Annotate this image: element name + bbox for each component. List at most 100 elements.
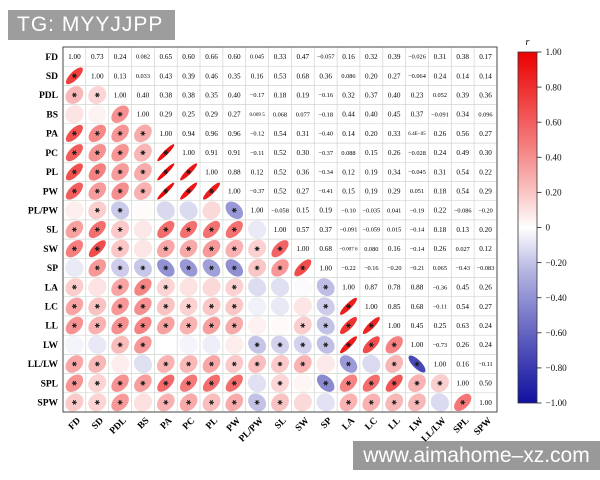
corr-value: 0.033	[136, 73, 150, 80]
significance-star	[208, 188, 215, 194]
corr-value: 0.88	[411, 284, 424, 292]
corr-ellipse-cell	[157, 220, 175, 239]
diagonal-value: 1.00	[342, 284, 355, 292]
significance-star	[186, 188, 192, 194]
significance-star	[117, 188, 123, 194]
corr-value: −0.059	[362, 227, 380, 234]
row-label: PL	[46, 168, 58, 178]
corr-value: −0.057	[317, 54, 335, 61]
corr-ellipse	[293, 374, 312, 393]
corr-ellipse-cell	[316, 354, 335, 374]
corr-ellipse-cell	[179, 374, 198, 392]
corr-ellipse	[316, 393, 335, 412]
corr-value: 0.60	[228, 53, 241, 61]
corr-ellipse-cell	[156, 278, 175, 297]
corr-ellipse-cell	[88, 335, 107, 354]
corr-value: 0.080	[364, 246, 378, 253]
corr-ellipse-cell	[156, 297, 175, 316]
significance-star	[254, 246, 260, 251]
corr-ellipse-cell	[293, 277, 312, 297]
corr-value: −0.22	[341, 265, 356, 272]
corr-ellipse-cell	[65, 335, 84, 354]
significance-star	[254, 342, 260, 348]
corr-value: 0.40	[388, 92, 401, 100]
corr-ellipse-cell	[179, 278, 198, 297]
corr-ellipse-cell	[65, 163, 83, 181]
significance-star	[345, 323, 352, 328]
significance-star	[94, 400, 100, 405]
corr-value: 0.53	[274, 72, 287, 80]
colorbar-tick-label: −0.40	[546, 293, 568, 303]
significance-star	[323, 304, 329, 309]
corr-value: −0.36	[433, 284, 448, 291]
corr-ellipse	[156, 335, 176, 354]
corr-value: 0.16	[251, 72, 264, 80]
significance-star	[186, 400, 192, 405]
corr-value: 0.54	[274, 130, 287, 138]
corr-value: 0.19	[297, 92, 310, 100]
col-label: SW	[294, 416, 312, 434]
corr-value: 0.43	[160, 72, 173, 80]
corr-ellipse-cell	[317, 374, 335, 392]
significance-star	[391, 400, 397, 405]
corr-ellipse	[65, 105, 84, 124]
corr-ellipse-cell	[156, 316, 175, 335]
corr-value: 0.26	[434, 130, 447, 138]
corr-value: −0.064	[408, 73, 427, 80]
corr-value: −0.37	[318, 150, 333, 157]
corr-ellipse-cell	[65, 124, 83, 142]
corr-ellipse-cell	[65, 86, 84, 104]
col-label: LW	[408, 416, 426, 434]
corr-ellipse-cell	[88, 143, 107, 162]
corr-ellipse-cell	[88, 297, 107, 316]
corr-ellipse-cell	[111, 182, 129, 200]
diagonal-value: 1.00	[388, 322, 401, 330]
significance-star	[94, 361, 100, 367]
corr-ellipse-cell	[247, 316, 267, 335]
colorbar-tick-label: 0.80	[546, 82, 562, 92]
corr-value: 0.65	[160, 53, 173, 61]
significance-star	[117, 304, 123, 309]
corr-ellipse-cell	[340, 336, 357, 354]
corr-ellipse-cell	[225, 201, 244, 220]
corr-ellipse-cell	[202, 297, 221, 316]
corr-value: 0.27	[479, 130, 492, 138]
corr-ellipse	[179, 278, 198, 297]
corr-value: −0.20	[387, 265, 402, 272]
col-label: PDL	[108, 416, 129, 437]
col-label: SP	[319, 416, 334, 431]
corr-value: 0.54	[456, 303, 469, 311]
corr-ellipse-cell	[408, 355, 426, 373]
significance-star	[186, 265, 192, 271]
significance-star	[186, 304, 192, 309]
corr-ellipse	[316, 354, 335, 374]
corr-value: 0.19	[319, 207, 332, 215]
corr-ellipse-cell	[179, 297, 198, 316]
significance-star	[414, 361, 420, 367]
significance-star	[208, 227, 215, 232]
corr-value: 0.096	[478, 111, 492, 118]
significance-star	[163, 150, 169, 155]
row-label: PA	[46, 130, 58, 140]
corr-value: 0.24	[114, 53, 127, 61]
corr-ellipse-cell	[88, 316, 107, 335]
corr-value: −0.045	[408, 169, 426, 176]
corr-ellipse-cell	[88, 201, 107, 220]
corr-value: 0.26	[479, 284, 492, 292]
significance-star	[300, 323, 306, 328]
corr-ellipse-cell	[316, 335, 335, 354]
corr-ellipse	[293, 297, 312, 316]
corr-ellipse	[202, 335, 221, 354]
row-label: SL	[46, 226, 58, 236]
corr-value: 0.20	[479, 226, 492, 234]
corr-ellipse-cell	[65, 220, 84, 239]
significance-star	[186, 246, 192, 251]
corr-ellipse-cell	[134, 143, 152, 162]
corr-value: 0.91	[205, 149, 218, 157]
corr-ellipse-cell	[316, 278, 335, 297]
corr-ellipse-cell	[225, 316, 244, 335]
corr-value: 0.63	[456, 322, 469, 330]
significance-star	[71, 73, 77, 79]
corr-ellipse-cell	[225, 374, 243, 392]
significance-star	[345, 400, 352, 405]
